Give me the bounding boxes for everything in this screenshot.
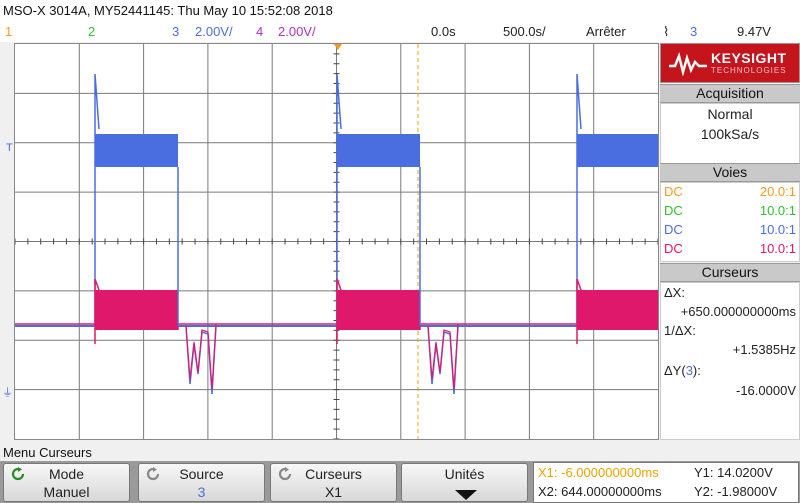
ch4-glitch [185, 323, 217, 390]
channel-row[interactable]: DC 10.0:1 [664, 241, 796, 256]
status-bar: 1 2 3 2.00V/ 4 2.00V/ 0.0s 500.0s/ Arrêt… [0, 22, 800, 42]
ch4-pulse [577, 290, 658, 330]
source-softkey[interactable]: Source 3 [138, 463, 265, 502]
ch2-indicator[interactable]: 2 [88, 24, 96, 39]
mode-softkey[interactable]: Mode Manuel [3, 463, 130, 502]
side-panel: KEYSIGHT TECHNOLOGIES Acquisition Normal… [660, 43, 800, 440]
ch3-indicator[interactable]: 3 [172, 24, 180, 39]
keysight-wave-icon [669, 52, 707, 76]
ch4-pulse [337, 290, 420, 330]
inv-delta-x-label: 1/ΔX: [664, 323, 696, 338]
channels-panel: DC 20.0:1 DC 10.0:1 DC 10.0:1 DC 10.0:1 [660, 182, 800, 262]
time-delay[interactable]: 0.0s [431, 24, 456, 39]
ch3-scale[interactable]: 2.00V/ [195, 24, 233, 39]
cursors-header[interactable]: Curseurs [660, 263, 800, 282]
window-title: MSO-X 3014A, MY52441145: Thu May 10 15:5… [3, 3, 333, 18]
cursor-x2-value: X2: 644.00000000ms [538, 484, 662, 499]
time-scale[interactable]: 500.0s/ [503, 24, 546, 39]
delta-x-label: ΔX: [664, 285, 685, 300]
ch4-glitch [427, 323, 459, 390]
delta-x-value: +650.000000000ms [680, 304, 796, 319]
title-bar: MSO-X 3014A, MY52441145: Thu May 10 15:5… [0, 0, 800, 22]
logo-name: KEYSIGHT [711, 50, 787, 66]
channel-row[interactable]: DC 20.0:1 [664, 184, 796, 199]
channel-row[interactable]: DC 10.0:1 [664, 222, 796, 237]
ch3-edge [576, 73, 582, 326]
ch4-scale[interactable]: 2.00V/ [278, 24, 316, 39]
refresh-icon [11, 467, 25, 481]
delta-y-value: -16.0000V [736, 383, 796, 398]
acquisition-mode: Normal [707, 106, 753, 122]
waveform-graticule [14, 43, 659, 440]
channels-header[interactable]: Voies [660, 163, 800, 182]
ground-marker-icon: ⏚ [2, 387, 13, 399]
cursors-softkey[interactable]: Curseurs X1 [270, 463, 397, 502]
trigger-position-marker [334, 44, 342, 50]
ch4-indicator[interactable]: 4 [256, 24, 264, 39]
ch4-edge [336, 278, 342, 344]
ch4-edge [94, 278, 100, 344]
cursors-panel: ΔX: +650.000000000ms 1/ΔX: +1.5385Hz ΔY(… [660, 282, 800, 440]
cursor-readout: X1: -6.000000000ms X2: 644.00000000ms Y1… [533, 462, 799, 503]
ch3-pulse [577, 134, 658, 167]
refresh-icon [278, 467, 292, 481]
ch3-edge [94, 73, 100, 326]
ch3-edge [336, 73, 342, 326]
units-softkey[interactable]: Unités [401, 463, 528, 502]
delta-y-label: ΔY(3): [664, 363, 701, 378]
trigger-level[interactable]: 9.47V [737, 24, 771, 39]
cursor-y1-value: Y1: 14.0200V [694, 465, 773, 480]
submenu-down-arrow-icon [455, 490, 477, 500]
keysight-logo: KEYSIGHT TECHNOLOGIES [660, 43, 800, 83]
ch4-pulse [95, 290, 178, 330]
waveform-traces [15, 73, 658, 395]
cursor-x1-value: X1: -6.000000000ms [538, 465, 659, 480]
acquisition-header[interactable]: Acquisition [660, 84, 800, 103]
waveform-display[interactable] [14, 43, 659, 440]
ch4-edge [576, 278, 582, 344]
acquisition-panel: Normal 100kSa/s [660, 103, 800, 165]
inv-delta-x-value: +1.5385Hz [732, 342, 796, 357]
cursor-y2-value: Y2: -1.98000V [694, 484, 778, 499]
ch3-pulse [337, 134, 420, 167]
menu-title: Menu Curseurs [3, 445, 92, 460]
logo-subtitle: TECHNOLOGIES [711, 66, 787, 75]
ch1-indicator[interactable]: 1 [5, 24, 13, 39]
refresh-icon [146, 467, 160, 481]
ch3-pulse [95, 134, 178, 167]
run-state[interactable]: Arrêter [586, 24, 626, 39]
trigger-edge-icon: ⌇ [663, 24, 670, 39]
trigger-source[interactable]: 3 [690, 24, 698, 39]
trigger-level-marker-icon: T [6, 142, 13, 154]
acquisition-rate: 100kSa/s [700, 126, 760, 142]
channel-row[interactable]: DC 10.0:1 [664, 203, 796, 218]
